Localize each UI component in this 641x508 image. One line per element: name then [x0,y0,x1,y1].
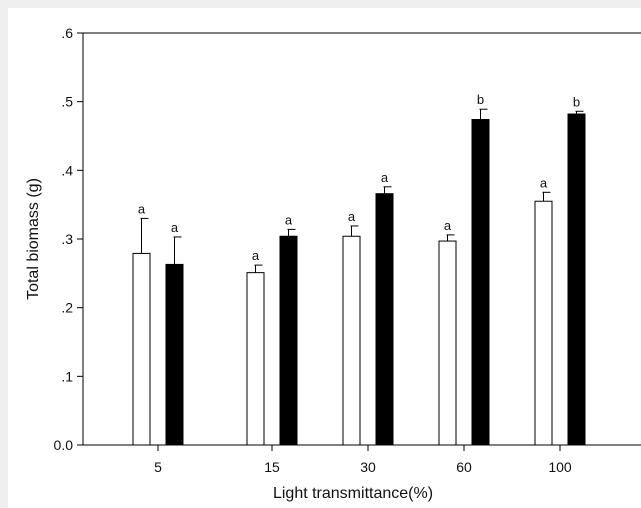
bar [279,235,298,446]
significance-label: b [477,92,484,107]
significance-label: a [444,218,452,233]
bar [471,119,490,446]
bar [132,252,151,446]
x-tick-label: 100 [548,459,572,475]
significance-label: a [348,209,356,224]
bar [246,272,265,446]
x-tick-label: 60 [456,459,472,475]
y-axis: 0.0 .1 .2 .3 .4 .5 .6 [54,25,83,453]
bar-chart: 0.0 .1 .2 .3 .4 .5 .6 5 15 30 60 100 a a a a a a a b a b Li… [25,25,641,502]
bar [375,193,394,446]
significance-label: a [138,201,146,216]
y-tick-label: .6 [61,25,73,41]
significance-label: a [252,248,260,263]
y-tick-label: .3 [61,231,73,247]
bar [438,240,457,446]
y-tick-label: .2 [61,300,73,316]
chart-figure: 0.0 .1 .2 .3 .4 .5 .6 5 15 30 60 100 a a a a a a a b a b Li… [8,8,641,508]
bars: a a a a a a a b a b [132,92,586,446]
significance-label: a [285,212,293,227]
x-tick-label: 5 [154,459,162,475]
y-tick-label: .5 [61,94,73,110]
x-tick-label: 15 [264,459,280,475]
x-tick-label: 30 [360,459,376,475]
bar [342,235,361,446]
y-axis-title: Total biomass (g) [25,178,42,300]
bar [165,263,184,446]
significance-label: a [540,175,548,190]
significance-label: b [573,94,580,109]
bar [534,200,553,446]
y-tick-label: .4 [61,162,73,178]
significance-label: a [171,220,179,235]
bar [567,113,586,446]
y-tick-label: 0.0 [54,437,74,453]
y-tick-label: .1 [61,368,73,384]
significance-label: a [381,170,389,185]
x-axis-title: Light transmittance(%) [273,485,433,502]
x-axis: 5 15 30 60 100 [154,445,572,475]
